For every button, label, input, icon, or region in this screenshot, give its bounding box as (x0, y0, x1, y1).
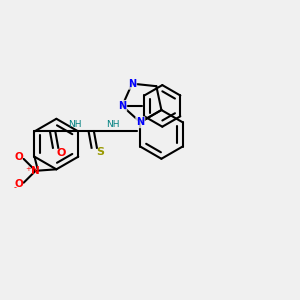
Text: S: S (97, 147, 104, 157)
Text: +: + (25, 166, 31, 172)
Text: N: N (118, 101, 126, 111)
Text: N: N (128, 79, 136, 88)
Text: -: - (13, 183, 16, 192)
Text: O: O (57, 148, 66, 158)
Text: NH: NH (68, 120, 81, 129)
Text: N: N (31, 166, 40, 176)
Text: O: O (15, 152, 24, 162)
Text: N: N (136, 117, 144, 127)
Text: O: O (15, 179, 24, 189)
Text: NH: NH (106, 120, 120, 129)
